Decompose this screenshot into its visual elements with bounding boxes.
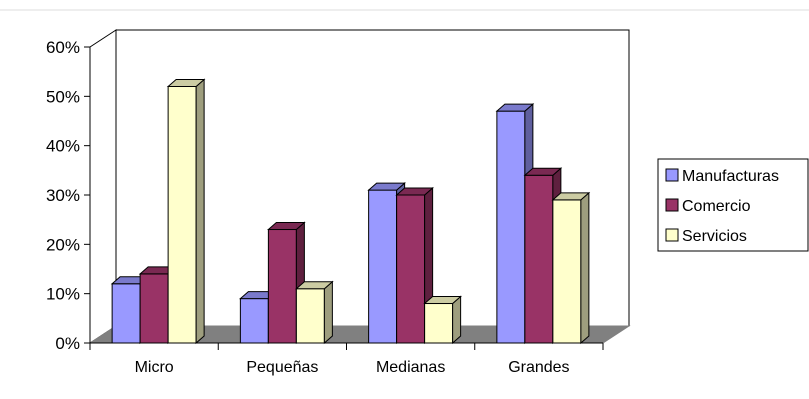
bar-front — [267, 229, 297, 344]
bar-front — [552, 199, 582, 344]
bar-side — [323, 280, 333, 345]
bar-front — [396, 194, 426, 344]
y-tick-label: 10% — [46, 285, 80, 304]
bar-servicios-1 — [166, 78, 206, 345]
bar-top — [295, 281, 334, 290]
y-tick-label: 20% — [46, 235, 80, 254]
bar-side — [452, 295, 462, 345]
bar-side — [195, 78, 205, 345]
bar-top — [495, 103, 535, 112]
legend-label: Comercio — [682, 198, 751, 215]
y-tick-label: 60% — [46, 38, 80, 57]
legend-swatch — [665, 168, 679, 182]
legend: Manufacturas Comercio Servicios — [657, 158, 809, 252]
bar-front — [139, 273, 169, 344]
bar-front — [368, 189, 398, 344]
bar-servicios-3 — [423, 295, 462, 345]
bar-front — [111, 283, 141, 344]
bar-front — [295, 288, 325, 344]
bar-front — [524, 174, 554, 344]
y-tick-label: 0% — [55, 334, 80, 353]
y-tick-label: 40% — [46, 137, 80, 156]
y-tick-label: 50% — [46, 87, 80, 106]
bar-front — [496, 110, 526, 344]
legend-label: Manufacturas — [682, 168, 779, 185]
x-tick-label: Medianas — [376, 359, 445, 376]
x-tick-label: Pequeñas — [246, 359, 318, 376]
legend-swatch — [665, 198, 679, 212]
bar-top — [267, 222, 306, 231]
legend-swatch — [665, 228, 679, 242]
bar-top — [367, 182, 406, 191]
x-tick-label: Micro — [135, 359, 174, 376]
y-tick-label: 30% — [46, 186, 80, 205]
bar-top — [395, 187, 434, 196]
bar-front — [167, 85, 197, 344]
bar-front — [239, 298, 269, 344]
bar-comercio-3 — [395, 186, 434, 345]
bar-top — [423, 296, 462, 305]
bar-top — [523, 167, 563, 176]
legend-box — [657, 158, 809, 252]
bar-front — [424, 303, 454, 344]
bar-side — [580, 191, 590, 345]
bar-top — [166, 78, 206, 87]
bar-servicios-4 — [551, 191, 591, 345]
bar-servicios-2 — [295, 280, 334, 345]
x-tick-label: Grandes — [508, 359, 569, 376]
bar-top — [551, 192, 591, 201]
legend-label: Servicios — [682, 228, 747, 245]
